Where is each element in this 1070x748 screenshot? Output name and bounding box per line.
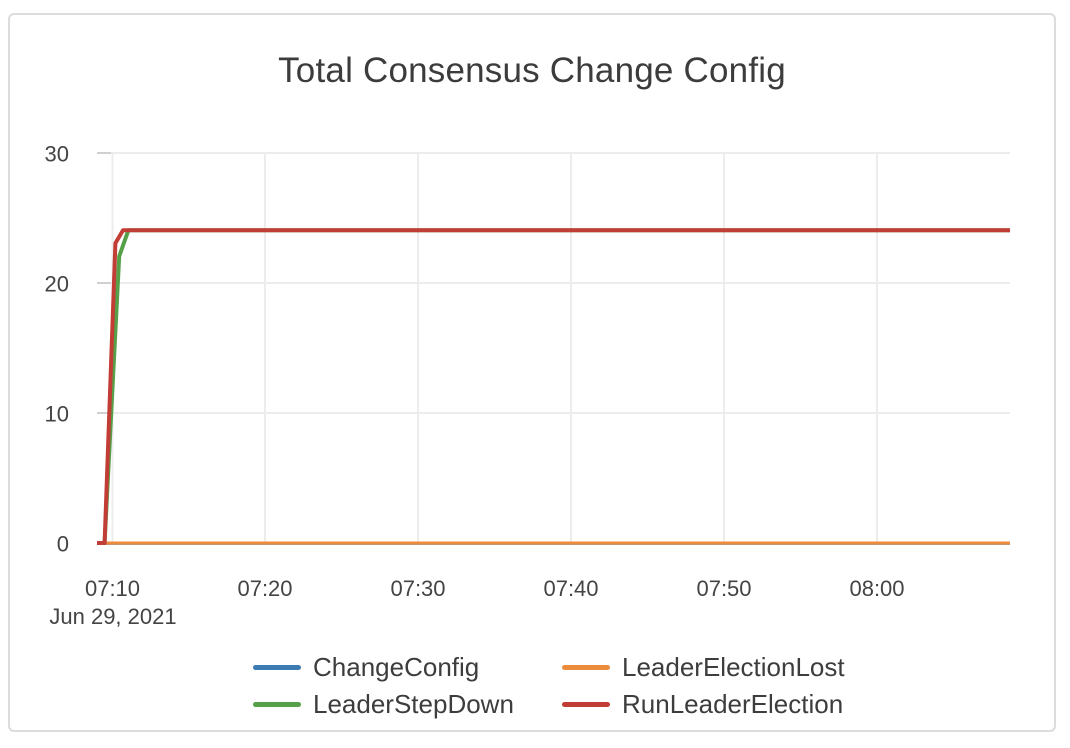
- series-line-RunLeaderElection: [97, 228, 1010, 545]
- legend-swatch-leaderelectionlost: [562, 664, 610, 670]
- legend-label: ChangeConfig: [313, 651, 480, 682]
- series-line-LeaderStepDown: [97, 228, 1010, 545]
- legend-item-changeconfig[interactable]: ChangeConfig: [253, 651, 480, 682]
- series-lines: [97, 228, 1010, 545]
- x-tick-label: 07:10: [85, 576, 140, 601]
- legend-item-leaderelectionlost[interactable]: LeaderElectionLost: [562, 651, 845, 682]
- legend-label: LeaderStepDown: [313, 688, 514, 719]
- x-axis-labels: 07:10 07:20 07:30 07:40 07:50 08:00: [85, 576, 905, 601]
- y-tick-label: 10: [45, 402, 69, 427]
- x-tick-label: 07:50: [696, 576, 751, 601]
- y-axis-labels: 0 10 20 30: [45, 142, 69, 557]
- horizontal-gridlines: [97, 152, 1010, 414]
- legend-item-leaderstepdown[interactable]: LeaderStepDown: [253, 688, 514, 719]
- chart-card: [8, 13, 1056, 732]
- x-tick-label: 07:20: [237, 576, 292, 601]
- x-tick-label: 08:00: [849, 576, 904, 601]
- legend-swatch-runleaderelection: [562, 701, 610, 707]
- y-tick-label: 20: [45, 272, 69, 297]
- legend-label: LeaderElectionLost: [622, 651, 845, 682]
- legend-label: RunLeaderElection: [622, 688, 844, 719]
- x-tick-label: 07:30: [390, 576, 445, 601]
- vertical-gridlines: [111, 152, 878, 543]
- legend-item-runleaderelection[interactable]: RunLeaderElection: [562, 688, 844, 719]
- legend-swatch-leaderstepdown: [253, 701, 301, 707]
- chart-title: Total Consensus Change Config: [278, 51, 786, 90]
- x-tick-label: 07:40: [543, 576, 598, 601]
- y-tick-label: 30: [45, 142, 69, 167]
- y-tick-label: 0: [57, 532, 69, 557]
- x-axis-date-label: Jun 29, 2021: [49, 604, 176, 629]
- legend-swatch-changeconfig: [253, 664, 301, 670]
